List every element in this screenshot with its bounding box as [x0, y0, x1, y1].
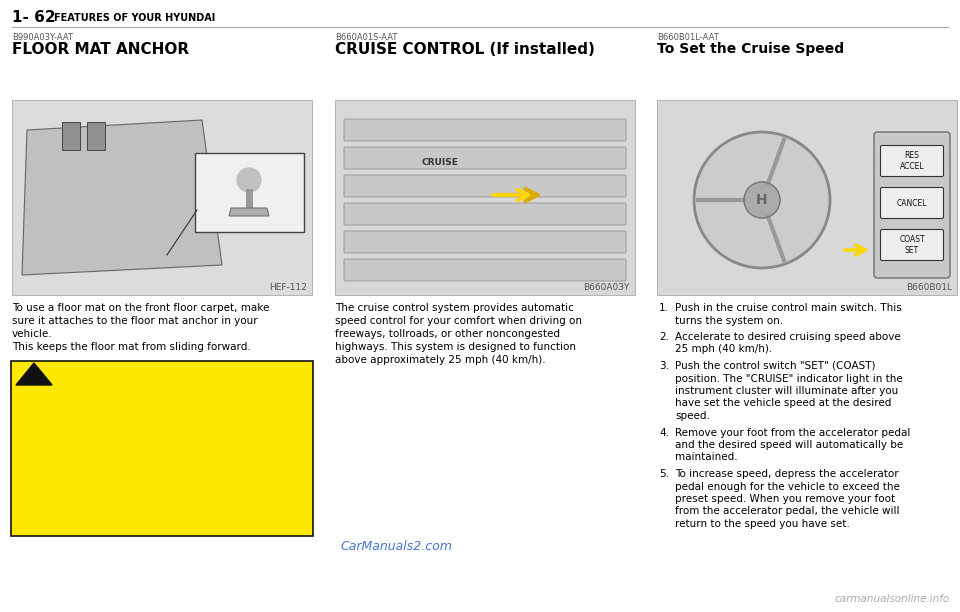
Circle shape — [744, 182, 780, 218]
Text: 5.: 5. — [659, 469, 669, 479]
Text: 2.: 2. — [659, 332, 669, 342]
FancyBboxPatch shape — [344, 203, 626, 225]
Polygon shape — [22, 120, 222, 275]
Text: vehicle.: vehicle. — [12, 329, 53, 339]
Text: 1.: 1. — [659, 303, 669, 313]
Circle shape — [237, 168, 261, 192]
Text: accident.: accident. — [32, 435, 86, 445]
Text: B660B01L: B660B01L — [906, 283, 952, 292]
Text: additional mat may slide forward and: additional mat may slide forward and — [32, 476, 253, 486]
Text: als.: als. — [32, 500, 53, 510]
FancyBboxPatch shape — [344, 175, 626, 197]
Text: Accelerate to desired cruising speed above: Accelerate to desired cruising speed abo… — [675, 332, 900, 342]
Text: top of the anchored mat, otherwise the: top of the anchored mat, otherwise the — [32, 464, 265, 474]
Text: carmanualsonline.info: carmanualsonline.info — [835, 594, 950, 604]
Text: pedals during driving, it may cause an: pedals during driving, it may cause an — [32, 423, 258, 433]
Text: Push the control switch "SET" (COAST): Push the control switch "SET" (COAST) — [675, 361, 876, 371]
Text: COAST
SET: COAST SET — [900, 235, 924, 255]
Text: pedal enough for the vehicle to exceed the: pedal enough for the vehicle to exceed t… — [675, 482, 900, 491]
Text: o: o — [20, 452, 28, 462]
Text: on the floor carpet. If the floor mat slips: on the floor carpet. If the floor mat sl… — [32, 399, 271, 409]
Text: preset speed. When you remove your foot: preset speed. When you remove your foot — [675, 494, 895, 504]
Text: position. The "CRUISE" indicator light in the: position. The "CRUISE" indicator light i… — [675, 373, 902, 384]
Text: Make sure the floor mat is properly placed: Make sure the floor mat is properly plac… — [32, 387, 284, 397]
Text: have set the vehicle speed at the desired: have set the vehicle speed at the desire… — [675, 398, 892, 408]
Text: B660A01S-AAT: B660A01S-AAT — [335, 33, 397, 42]
Text: To increase speed, depress the accelerator: To increase speed, depress the accelerat… — [675, 469, 899, 479]
Text: RES
ACCEL: RES ACCEL — [900, 151, 924, 171]
FancyBboxPatch shape — [657, 100, 957, 295]
FancyBboxPatch shape — [62, 122, 80, 150]
Text: 3.: 3. — [659, 361, 669, 371]
Text: from the accelerator pedal, the vehicle will: from the accelerator pedal, the vehicle … — [675, 507, 900, 517]
Text: Don't put an additional floor mat on the: Don't put an additional floor mat on the — [32, 452, 268, 462]
Text: and interferes with the movement of the: and interferes with the movement of the — [32, 411, 273, 421]
Text: and the desired speed will automatically be: and the desired speed will automatically… — [675, 440, 903, 450]
Text: speed control for your comfort when driving on: speed control for your comfort when driv… — [335, 316, 582, 326]
FancyBboxPatch shape — [87, 122, 105, 150]
Text: sure it attaches to the floor mat anchor in your: sure it attaches to the floor mat anchor… — [12, 316, 257, 326]
Text: !: ! — [31, 368, 37, 382]
Text: Push in the cruise control main switch. This: Push in the cruise control main switch. … — [675, 303, 901, 313]
Text: CRUISE: CRUISE — [421, 158, 459, 167]
Text: interfere with the movement of the ped-: interfere with the movement of the ped- — [32, 488, 272, 498]
Text: This keeps the floor mat from sliding forward.: This keeps the floor mat from sliding fo… — [12, 342, 251, 352]
Text: speed.: speed. — [675, 411, 709, 421]
FancyBboxPatch shape — [880, 230, 944, 261]
Text: CRUISE CONTROL (If installed): CRUISE CONTROL (If installed) — [335, 42, 595, 57]
FancyBboxPatch shape — [12, 100, 312, 295]
Text: WARNING:: WARNING: — [54, 369, 127, 382]
Text: 1- 62: 1- 62 — [12, 10, 56, 25]
FancyBboxPatch shape — [880, 187, 944, 218]
Text: HEF-112: HEF-112 — [269, 283, 307, 292]
Circle shape — [694, 132, 830, 268]
Text: instrument cluster will illuminate after you: instrument cluster will illuminate after… — [675, 386, 899, 396]
Text: B660A03Y: B660A03Y — [584, 283, 630, 292]
Polygon shape — [229, 208, 269, 216]
Text: To Set the Cruise Speed: To Set the Cruise Speed — [657, 42, 844, 56]
Text: FEATURES OF YOUR HYUNDAI: FEATURES OF YOUR HYUNDAI — [54, 13, 215, 23]
Text: freeways, tollroads, or other noncongested: freeways, tollroads, or other noncongest… — [335, 329, 560, 339]
Text: H: H — [756, 193, 768, 207]
FancyBboxPatch shape — [344, 231, 626, 253]
Text: 4.: 4. — [659, 428, 669, 438]
Text: The cruise control system provides automatic: The cruise control system provides autom… — [335, 303, 574, 313]
FancyBboxPatch shape — [880, 146, 944, 176]
FancyBboxPatch shape — [195, 153, 304, 232]
Text: turns the system on.: turns the system on. — [675, 316, 783, 326]
FancyBboxPatch shape — [335, 100, 635, 295]
FancyBboxPatch shape — [11, 361, 313, 536]
FancyBboxPatch shape — [344, 259, 626, 281]
Text: To use a floor mat on the front floor carpet, make: To use a floor mat on the front floor ca… — [12, 303, 270, 313]
Text: CarManuals2.com: CarManuals2.com — [340, 540, 452, 553]
Text: o: o — [20, 387, 28, 397]
FancyBboxPatch shape — [874, 132, 950, 278]
Text: highways. This system is designed to function: highways. This system is designed to fun… — [335, 342, 576, 352]
Text: CANCEL: CANCEL — [897, 198, 927, 207]
Text: Remove your foot from the accelerator pedal: Remove your foot from the accelerator pe… — [675, 428, 910, 438]
Text: B990A03Y-AAT: B990A03Y-AAT — [12, 33, 73, 42]
Text: FLOOR MAT ANCHOR: FLOOR MAT ANCHOR — [12, 42, 189, 57]
Text: above approximately 25 mph (40 km/h).: above approximately 25 mph (40 km/h). — [335, 355, 545, 365]
FancyBboxPatch shape — [344, 119, 626, 141]
Text: B660B01L-AAT: B660B01L-AAT — [657, 33, 719, 42]
Text: maintained.: maintained. — [675, 452, 737, 463]
Text: return to the speed you have set.: return to the speed you have set. — [675, 519, 850, 529]
Polygon shape — [16, 363, 52, 385]
Text: 25 mph (40 km/h).: 25 mph (40 km/h). — [675, 345, 772, 354]
FancyBboxPatch shape — [344, 147, 626, 169]
